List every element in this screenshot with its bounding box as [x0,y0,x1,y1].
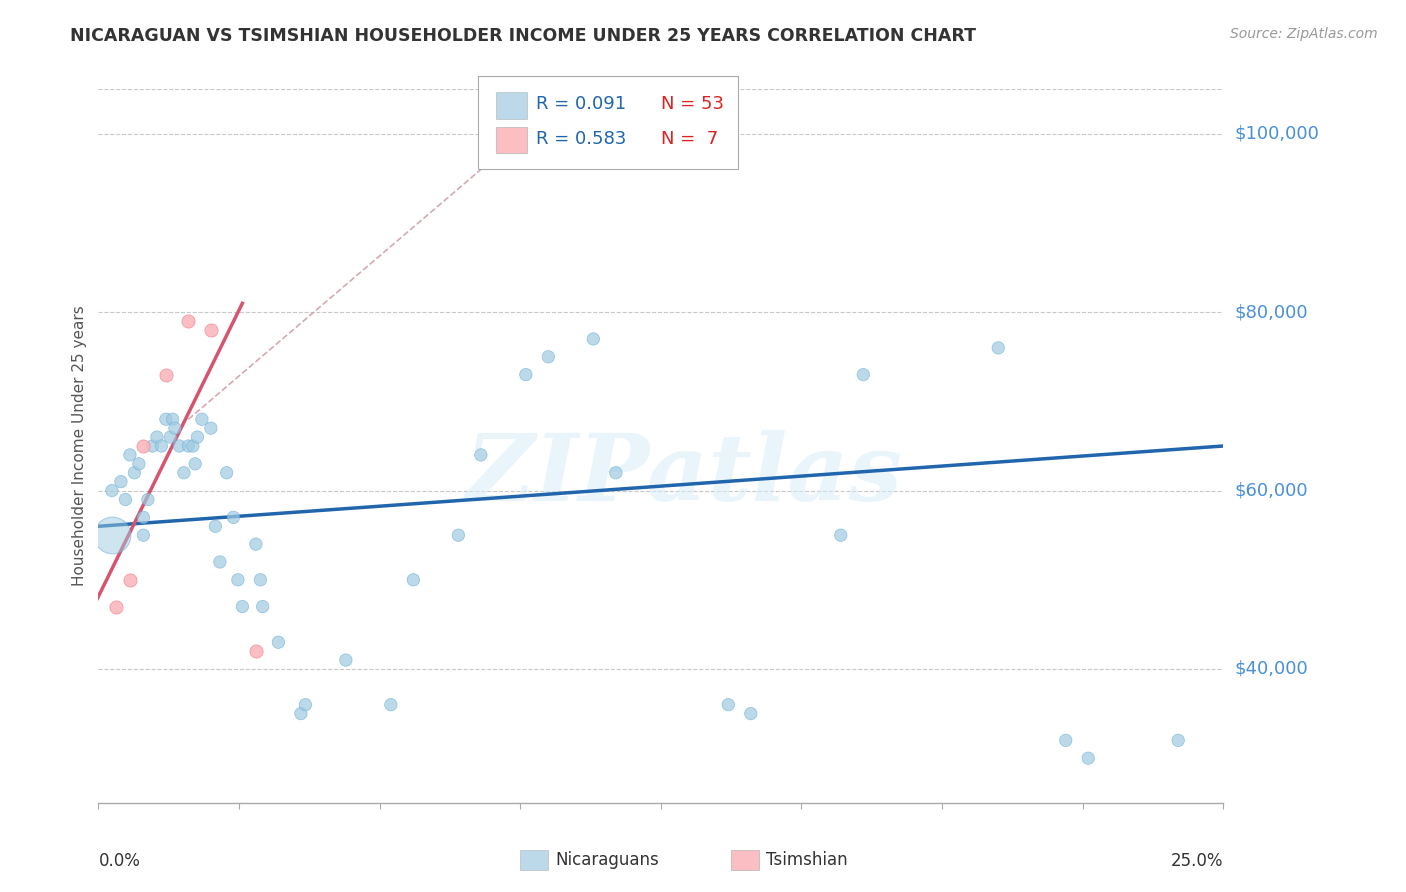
Point [335,653,357,667]
Point [447,528,470,542]
Point [605,466,627,480]
Point [101,528,124,542]
Point [177,314,200,328]
Point [146,430,169,444]
Point [184,457,207,471]
Point [181,439,204,453]
Point [155,368,177,382]
Point [222,510,245,524]
Text: $100,000: $100,000 [1234,125,1319,143]
Point [267,635,290,649]
Point [582,332,605,346]
Point [231,599,253,614]
Text: R = 0.091: R = 0.091 [536,95,626,113]
Point [141,439,163,453]
Point [515,368,537,382]
Point [191,412,214,426]
Point [136,492,159,507]
Point [215,466,238,480]
Point [290,706,312,721]
Text: R = 0.583: R = 0.583 [536,130,626,148]
Point [252,599,274,614]
Point [200,323,222,337]
Point [110,475,132,489]
Point [987,341,1010,355]
Point [159,430,181,444]
Point [245,537,267,551]
Text: $80,000: $80,000 [1234,303,1308,321]
Point [177,439,200,453]
Point [294,698,316,712]
Y-axis label: Householder Income Under 25 years: Householder Income Under 25 years [72,306,87,586]
Point [830,528,852,542]
Point [101,483,124,498]
Point [402,573,425,587]
Text: 0.0%: 0.0% [98,852,141,870]
Point [380,698,402,712]
Point [537,350,560,364]
Text: $60,000: $60,000 [1234,482,1308,500]
Point [128,457,150,471]
Point [162,412,184,426]
Point [1167,733,1189,747]
Point [1077,751,1099,765]
Text: NICARAGUAN VS TSIMSHIAN HOUSEHOLDER INCOME UNDER 25 YEARS CORRELATION CHART: NICARAGUAN VS TSIMSHIAN HOUSEHOLDER INCO… [70,27,976,45]
Text: ZIPatlas: ZIPatlas [465,430,901,519]
Point [118,448,141,462]
Point [163,421,186,435]
Text: Source: ZipAtlas.com: Source: ZipAtlas.com [1230,27,1378,41]
Point [717,698,740,712]
Text: $40,000: $40,000 [1234,660,1308,678]
Point [132,510,155,524]
Point [155,412,177,426]
Point [226,573,249,587]
Point [249,573,271,587]
Text: Tsimshian: Tsimshian [766,851,848,869]
Point [200,421,222,435]
Point [118,573,141,587]
Point [150,439,173,453]
Text: 25.0%: 25.0% [1171,852,1223,870]
Text: N =  7: N = 7 [661,130,718,148]
Point [114,492,136,507]
Point [173,466,195,480]
Point [105,599,128,614]
Point [208,555,231,569]
Point [470,448,492,462]
Point [204,519,226,533]
Point [132,439,155,453]
Point [132,528,155,542]
Point [124,466,146,480]
Point [740,706,762,721]
Text: Nicaraguans: Nicaraguans [555,851,659,869]
Point [186,430,208,444]
Point [852,368,875,382]
Point [245,644,267,658]
Point [169,439,191,453]
Text: N = 53: N = 53 [661,95,724,113]
Point [1054,733,1077,747]
